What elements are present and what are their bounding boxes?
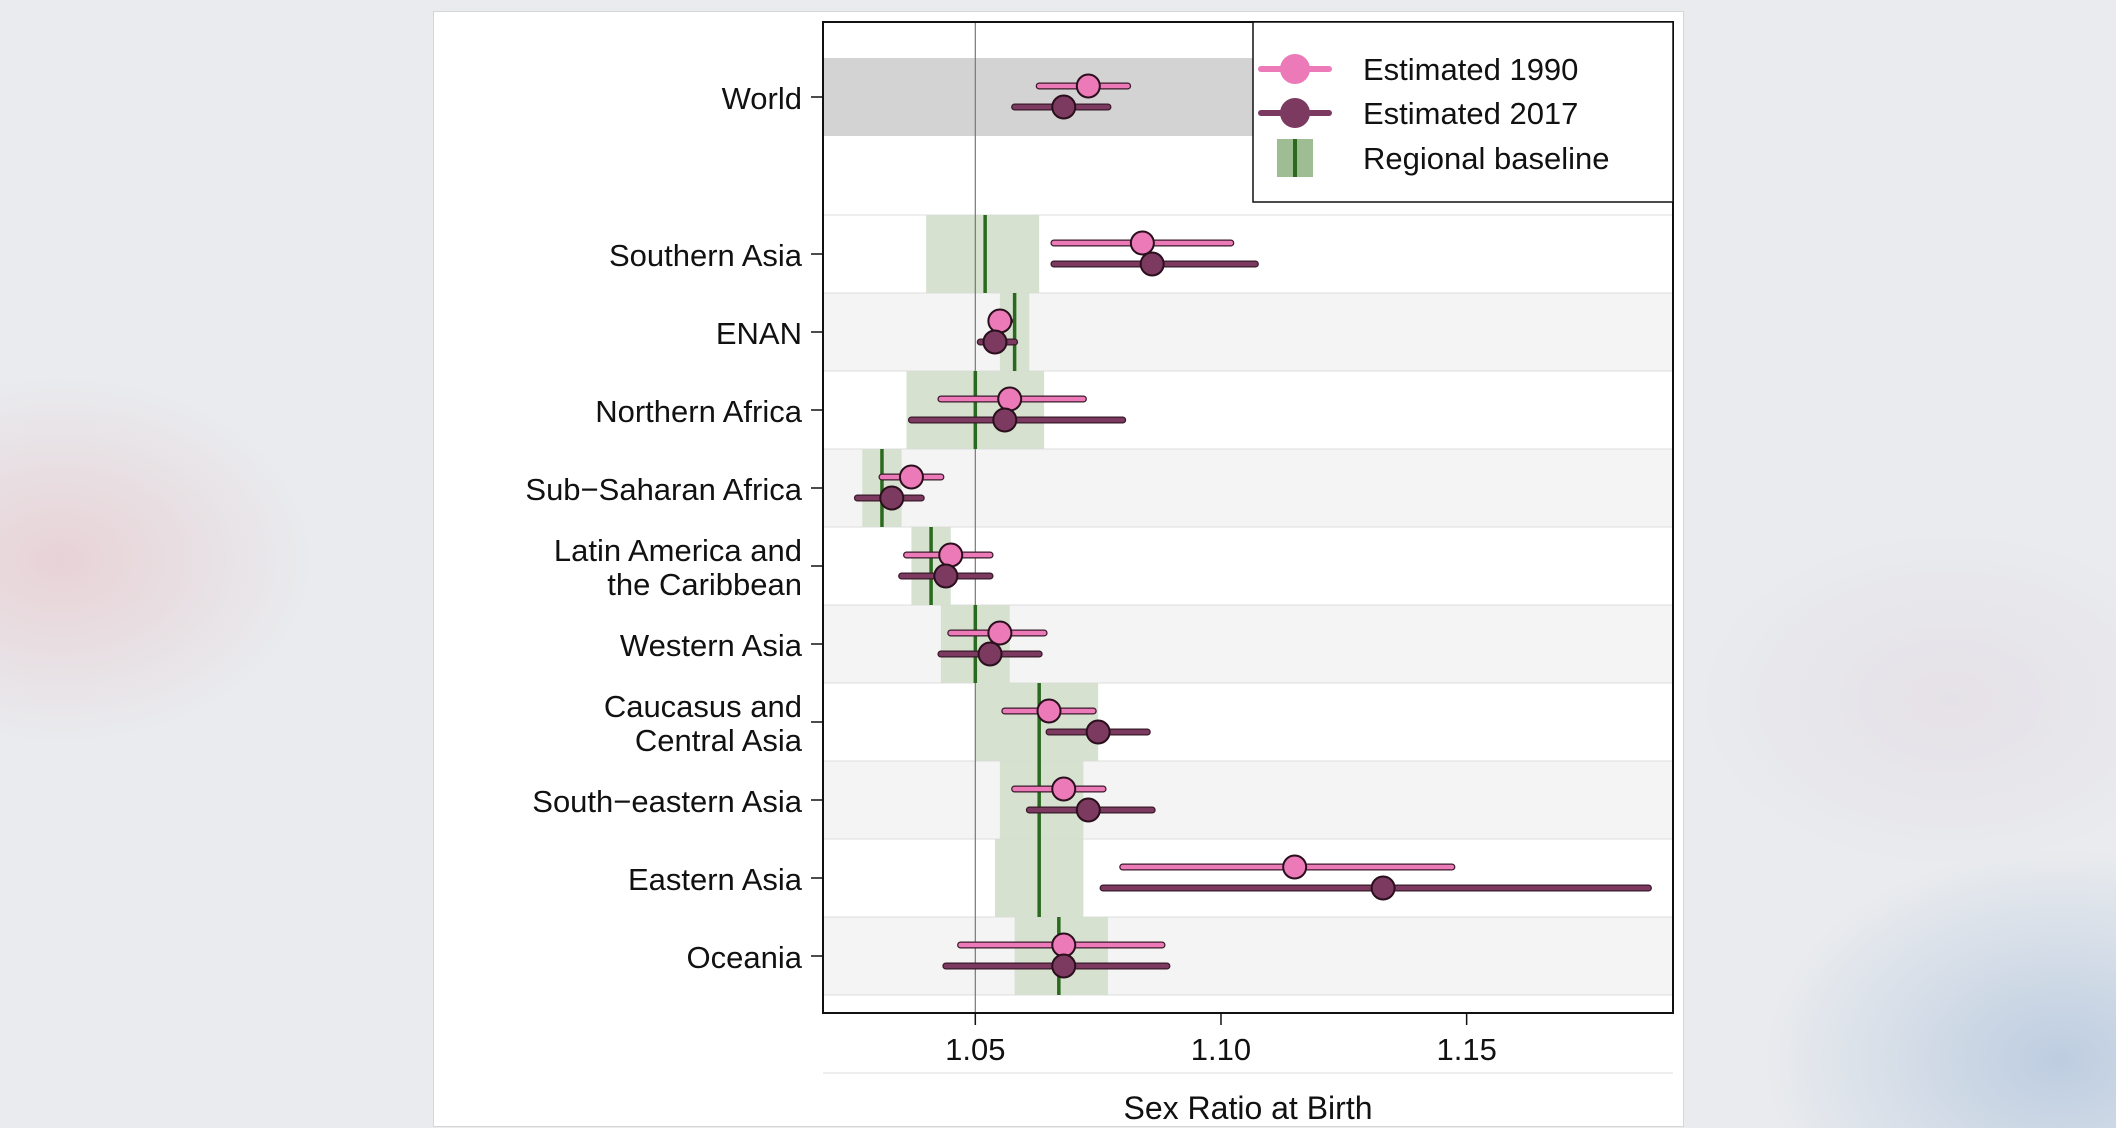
legend-1990-marker — [1280, 54, 1310, 84]
legend-label: Estimated 1990 — [1363, 52, 1578, 87]
region-label: Northern Africa — [595, 394, 803, 429]
region-label: Caucasus and — [604, 689, 802, 724]
region-label: Eastern Asia — [628, 862, 803, 897]
estimate-2017-point — [933, 563, 959, 589]
x-tick-label: 1.10 — [1191, 1032, 1251, 1067]
legend-label: Regional baseline — [1363, 141, 1609, 176]
estimate-2017-point — [1085, 719, 1111, 745]
region-label: Western Asia — [620, 628, 803, 663]
x-axis-label: Sex Ratio at Birth — [1124, 1090, 1373, 1126]
region-label: Oceania — [687, 940, 803, 975]
estimate-1990-point — [1051, 776, 1077, 802]
estimate-1990-point — [987, 620, 1013, 646]
row-shade — [823, 293, 1673, 371]
region-label: World — [722, 81, 802, 116]
estimate-1990-point — [987, 308, 1013, 334]
estimate-2017-point — [1370, 875, 1396, 901]
forest-plot: World Southern Asia ENAN Northern Africa Sub… — [525, 21, 1674, 1126]
estimate-1990-point — [938, 542, 964, 568]
estimate-2017-point — [982, 329, 1008, 355]
estimate-2017-point — [1139, 251, 1165, 277]
x-tick-label: 1.05 — [945, 1032, 1005, 1067]
legend-label: Estimated 2017 — [1363, 96, 1578, 131]
estimate-1990-point — [898, 464, 924, 490]
region-label: Latin America and — [554, 533, 802, 568]
estimate-1990-point — [1129, 230, 1155, 256]
baseline-band — [999, 761, 1084, 839]
estimate-2017-point — [992, 407, 1018, 433]
estimate-1990-point — [1036, 698, 1062, 724]
row-shade — [823, 449, 1673, 527]
row-shade — [823, 917, 1673, 995]
region-label: ENAN — [716, 316, 802, 351]
estimate-1990-point — [997, 386, 1023, 412]
baseline-band — [975, 683, 1099, 761]
legend-2017-marker — [1280, 98, 1310, 128]
region-label: the Caribbean — [607, 567, 802, 602]
estimate-2017-point — [1051, 94, 1077, 120]
estimate-1990-point — [1051, 932, 1077, 958]
chart-card: World Southern Asia ENAN Northern Africa Sub… — [433, 11, 1684, 1127]
baseline-band — [926, 215, 1040, 293]
region-label: Central Asia — [635, 723, 803, 758]
estimate-2017-point — [879, 485, 905, 511]
region-label: Southern Asia — [609, 238, 803, 273]
estimate-1990-point — [1282, 854, 1308, 880]
plot-frame — [822, 21, 1674, 1014]
region-label: South−eastern Asia — [532, 784, 802, 819]
estimate-2017-point — [1051, 953, 1077, 979]
region-label: Sub−Saharan Africa — [525, 472, 802, 507]
x-tick-label: 1.15 — [1436, 1032, 1496, 1067]
estimate-2017-point — [1075, 797, 1101, 823]
row-shade — [823, 761, 1673, 839]
estimate-1990-point — [1075, 73, 1101, 99]
estimate-2017-point — [977, 641, 1003, 667]
